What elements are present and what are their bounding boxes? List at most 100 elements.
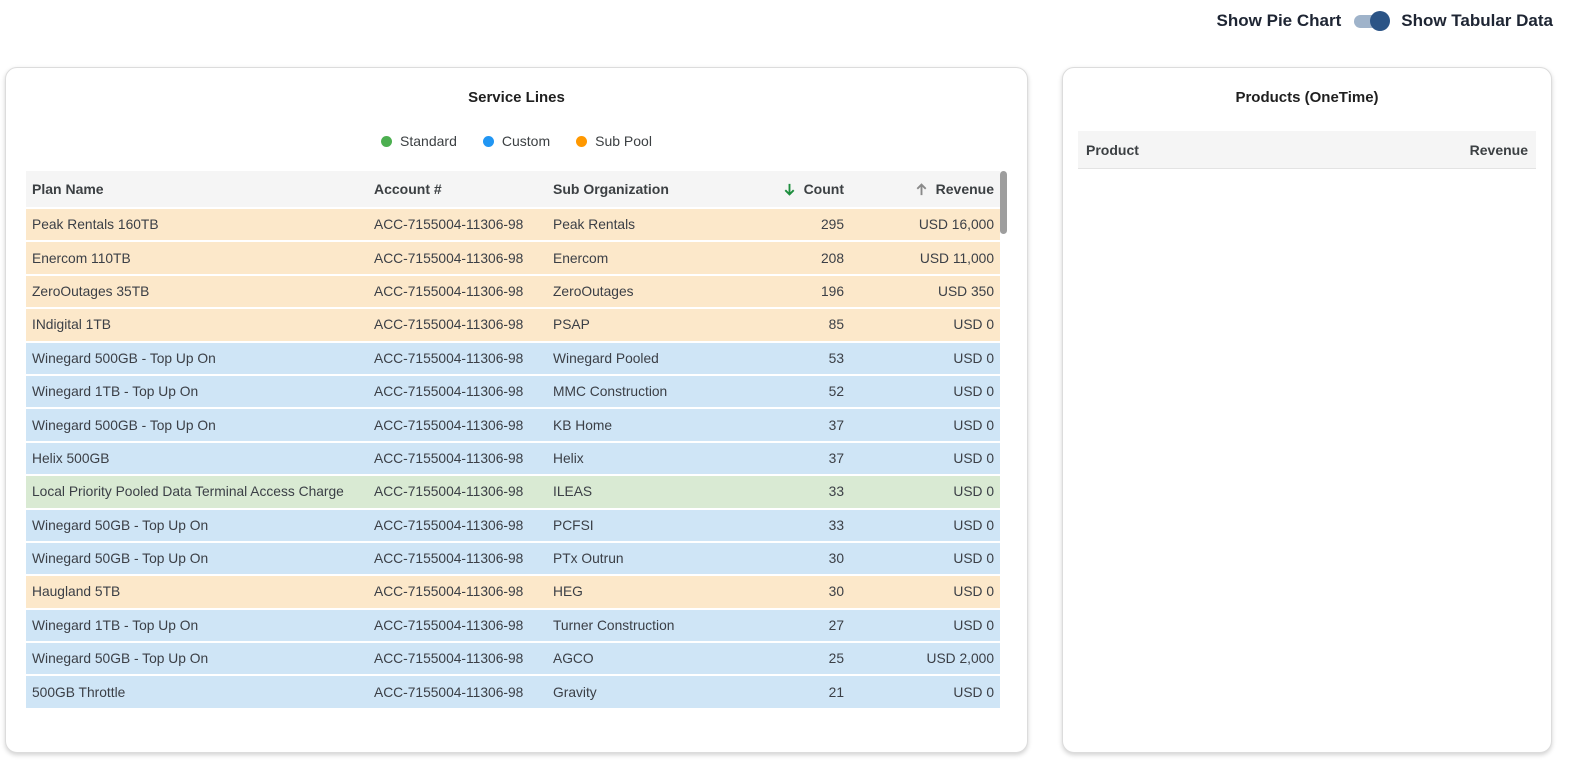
revenue-cell: USD 0 xyxy=(953,417,994,433)
products-table-body xyxy=(1063,169,1551,709)
view-toggle-switch[interactable] xyxy=(1352,10,1391,32)
revenue-cell: USD 350 xyxy=(938,283,994,299)
column-header-product[interactable]: Product xyxy=(1086,141,1139,158)
account-number-cell: ACC-7155004-11306-98 xyxy=(374,484,524,500)
count-cell: 27 xyxy=(828,617,844,633)
table-scrollbar-thumb[interactable] xyxy=(1000,171,1007,234)
plan-name-cell: Peak Rentals 160TB xyxy=(32,217,159,233)
account-number-cell: ACC-7155004-11306-98 xyxy=(374,317,524,333)
service-lines-card: Service Lines Standard Custom Sub Pool P… xyxy=(5,67,1028,753)
sub-organization-cell: Enercom xyxy=(553,250,609,266)
revenue-cell: USD 0 xyxy=(953,584,994,600)
count-cell: 30 xyxy=(828,551,844,567)
plan-name-cell: Winegard 500GB - Top Up On xyxy=(32,350,216,366)
table-row: Winegard 50GB - Top Up On ACC-7155004-11… xyxy=(26,542,1000,577)
products-header-row: Product Revenue xyxy=(1078,131,1536,169)
revenue-cell: USD 0 xyxy=(953,317,994,333)
account-number-cell: ACC-7155004-11306-98 xyxy=(374,450,524,466)
legend-item: Custom xyxy=(482,133,551,149)
account-number-cell: ACC-7155004-11306-98 xyxy=(374,517,524,533)
service-lines-table: Plan Name Account # Sub Organization Cou… xyxy=(26,171,1007,708)
revenue-cell: USD 0 xyxy=(953,617,994,633)
switch-thumb xyxy=(1370,11,1391,31)
revenue-cell: USD 0 xyxy=(953,384,994,400)
revenue-cell: USD 0 xyxy=(953,484,994,500)
table-row: Enercom 110TB ACC-7155004-11306-98 Enerc… xyxy=(26,242,1000,276)
revenue-cell: USD 11,000 xyxy=(919,250,994,266)
revenue-cell: USD 2,000 xyxy=(926,651,995,667)
account-number-cell: ACC-7155004-11306-98 xyxy=(374,651,524,667)
show-pie-chart-label: Show Pie Chart xyxy=(1216,11,1342,30)
revenue-cell: USD 16,000 xyxy=(918,217,994,233)
table-row: 500GB Throttle ACC-7155004-11306-98 Grav… xyxy=(26,676,1000,708)
account-number-cell: ACC-7155004-11306-98 xyxy=(374,684,524,700)
plan-name-cell: Winegard 1TB - Top Up On xyxy=(32,384,199,400)
count-cell: 37 xyxy=(828,450,844,466)
table-row: Winegard 50GB - Top Up On ACC-7155004-11… xyxy=(26,509,1000,543)
account-number-cell: ACC-7155004-11306-98 xyxy=(374,384,524,400)
account-number-cell: ACC-7155004-11306-98 xyxy=(374,584,524,600)
plan-name-cell: Winegard 50GB - Top Up On xyxy=(32,517,209,533)
plan-name-cell: Winegard 500GB - Top Up On xyxy=(32,417,216,433)
account-number-cell: ACC-7155004-11306-98 xyxy=(374,350,524,366)
column-header-count[interactable]: Count xyxy=(772,171,850,207)
count-cell: 25 xyxy=(828,651,844,667)
revenue-cell: USD 0 xyxy=(953,350,994,366)
revenue-cell: USD 0 xyxy=(953,450,994,466)
plan-name-cell: Winegard 50GB - Top Up On xyxy=(32,651,209,667)
plan-name-cell: ZeroOutages 35TB xyxy=(32,283,150,299)
table-row: INdigital 1TB ACC-7155004-11306-98 PSAP … xyxy=(26,309,1000,343)
sub-organization-cell: Gravity xyxy=(553,684,597,700)
account-number-cell: ACC-7155004-11306-98 xyxy=(374,217,524,233)
table-header-row: Plan Name Account # Sub Organization Cou… xyxy=(26,171,1000,209)
account-number-cell: ACC-7155004-11306-98 xyxy=(374,250,524,266)
count-cell: 53 xyxy=(828,350,844,366)
count-cell: 37 xyxy=(828,417,844,433)
sub-organization-cell: ZeroOutages xyxy=(553,283,634,299)
show-tabular-data-label: Show Tabular Data xyxy=(1401,11,1553,30)
plan-name-cell: Enercom 110TB xyxy=(32,250,131,266)
column-header-plan-name[interactable]: Plan Name xyxy=(32,181,104,197)
sub-organization-cell: AGCO xyxy=(553,651,594,667)
count-cell: 33 xyxy=(828,517,844,533)
service-lines-title: Service Lines xyxy=(468,89,565,106)
revenue-cell: USD 0 xyxy=(953,517,994,533)
products-onetime-card: Products (OneTime) Product Revenue xyxy=(1062,67,1552,753)
legend-dot-icon xyxy=(482,135,494,147)
legend-item-label: Custom xyxy=(501,133,551,149)
plan-name-cell: Helix 500GB xyxy=(32,450,110,466)
plan-name-cell: 500GB Throttle xyxy=(32,684,126,700)
plan-name-cell: Winegard 50GB - Top Up On xyxy=(32,551,209,567)
account-number-cell: ACC-7155004-11306-98 xyxy=(374,551,524,567)
table-row: ZeroOutages 35TB ACC-7155004-11306-98 Ze… xyxy=(26,275,1000,310)
plan-name-cell: INdigital 1TB xyxy=(32,317,111,333)
count-cell: 208 xyxy=(820,250,844,266)
account-number-cell: ACC-7155004-11306-98 xyxy=(374,617,524,633)
plan-name-cell: Local Priority Pooled Data Terminal Acce… xyxy=(32,484,344,500)
service-lines-legend: Standard Custom Sub Pool xyxy=(6,131,1027,151)
account-number-cell: ACC-7155004-11306-98 xyxy=(374,283,524,299)
column-header-account[interactable]: Account # xyxy=(374,181,442,197)
service-lines-tbody: Peak Rentals 160TB ACC-7155004-11306-98 … xyxy=(26,209,1000,708)
revenue-cell: USD 0 xyxy=(953,551,994,567)
table-row: Winegard 1TB - Top Up On ACC-7155004-113… xyxy=(26,609,1000,644)
count-cell: 52 xyxy=(828,384,844,400)
table-row: Winegard 50GB - Top Up On ACC-7155004-11… xyxy=(26,643,1000,677)
count-cell: 295 xyxy=(820,217,844,233)
column-header-product-revenue[interactable]: Revenue xyxy=(1469,141,1528,158)
sub-organization-cell: Helix xyxy=(553,450,584,466)
legend-item-label: Standard xyxy=(400,133,457,149)
legend-item-label: Sub Pool xyxy=(595,133,652,149)
sub-organization-cell: Peak Rentals xyxy=(553,217,636,233)
table-row: Winegard 500GB - Top Up On ACC-7155004-1… xyxy=(26,409,1000,443)
column-header-revenue[interactable]: Revenue xyxy=(850,171,1000,207)
legend-item: Standard xyxy=(381,133,457,149)
sub-organization-cell: PCFSI xyxy=(553,517,594,533)
sort-ascending-icon xyxy=(916,182,927,195)
sub-organization-cell: Turner Construction xyxy=(553,617,675,633)
sub-organization-cell: KB Home xyxy=(553,417,613,433)
column-header-sub-organization[interactable]: Sub Organization xyxy=(553,181,669,197)
sub-organization-cell: PSAP xyxy=(553,317,590,333)
revenue-cell: USD 0 xyxy=(953,684,994,700)
count-cell: 33 xyxy=(828,484,844,500)
